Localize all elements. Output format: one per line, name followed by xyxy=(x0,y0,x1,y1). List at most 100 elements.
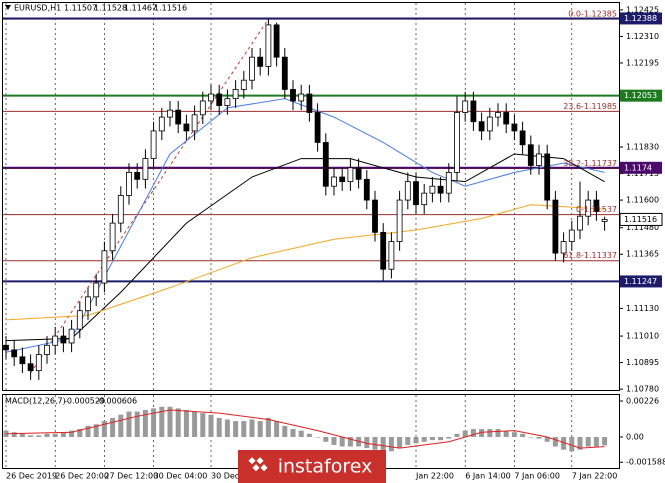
macd-bar xyxy=(200,413,206,437)
candle-body xyxy=(577,215,583,231)
y-tick-label: 1.11365 xyxy=(626,250,659,259)
y-tick-label: 1.12310 xyxy=(626,32,659,41)
x-tick-label: 26 Dec 2019 xyxy=(6,472,57,481)
level-tag-label: 1.12388 xyxy=(624,14,657,23)
watermark-icon xyxy=(248,457,268,472)
macd-bar xyxy=(274,421,280,437)
candle-body xyxy=(470,100,477,123)
fib-label: 38.2-1.11737 xyxy=(563,159,617,168)
macd-bar xyxy=(552,436,558,447)
macd-bar xyxy=(479,429,485,437)
macd-bar xyxy=(118,414,124,437)
candle-body xyxy=(429,185,436,194)
macd-bar xyxy=(528,436,534,438)
level-tag-label: 1.11247 xyxy=(624,277,657,286)
macd-bar xyxy=(36,435,42,437)
candle-body xyxy=(52,335,59,346)
candle-body xyxy=(552,199,559,254)
candle-body xyxy=(322,142,329,187)
candle-body xyxy=(437,185,444,194)
macd-bar xyxy=(413,436,419,444)
macd-value: -0.000529 xyxy=(64,397,105,406)
macd-bar xyxy=(192,411,198,437)
macd-bar xyxy=(536,436,542,439)
x-tick-label: Jan 22:00 xyxy=(415,472,454,481)
macd-bar xyxy=(110,417,116,437)
candle-body xyxy=(421,192,428,206)
candle-body xyxy=(503,112,510,125)
macd-bar xyxy=(495,429,501,437)
macd-bar xyxy=(421,436,427,442)
macd-tick-label: -0.001588 xyxy=(626,458,665,467)
candle-body xyxy=(593,199,600,212)
moving-average xyxy=(5,204,605,321)
trend-line xyxy=(30,18,269,374)
candle-body xyxy=(150,130,157,159)
candle-body xyxy=(199,100,206,116)
plot-area xyxy=(3,3,620,468)
candle-body xyxy=(281,56,288,90)
ohlc-open: 1.11507 xyxy=(64,4,97,13)
candle-body xyxy=(3,344,9,351)
level-tag xyxy=(620,89,662,102)
candle-body xyxy=(544,153,551,201)
candle-body xyxy=(339,176,346,183)
candle-body xyxy=(454,112,460,173)
ohlc-close: 1.11516 xyxy=(154,4,187,13)
candle-body xyxy=(519,130,526,146)
macd-bar xyxy=(60,432,66,437)
y-tick-label: 1.10780 xyxy=(626,385,659,394)
x-tick-label: 30 Dec 04:00 xyxy=(154,472,208,481)
ohlc-high: 1.11528 xyxy=(94,4,127,13)
macd-bar xyxy=(577,436,583,450)
macd-bar xyxy=(339,436,345,447)
macd-bar xyxy=(233,421,239,437)
price-tag-label: 1.11516 xyxy=(624,215,657,224)
chart-title: EURUSD,H1 xyxy=(14,4,61,13)
macd-bar xyxy=(561,436,567,450)
candle-body xyxy=(511,123,518,132)
candle-body xyxy=(331,176,337,187)
macd-bar xyxy=(429,436,435,441)
macd-bar xyxy=(511,432,517,437)
fib-label: 23.6-1.11985 xyxy=(563,102,617,111)
price-frame xyxy=(2,2,620,391)
macd-bar xyxy=(438,436,444,441)
macd-bar xyxy=(208,414,214,437)
candle-body xyxy=(191,114,198,132)
macd-bar xyxy=(216,417,222,437)
candle-body xyxy=(347,167,354,183)
y-tick-label: 1.11600 xyxy=(626,196,659,205)
candle-body xyxy=(560,241,567,254)
macd-signal-value: -0.000606 xyxy=(96,397,137,406)
x-tick-label: 6 Jan 14:00 xyxy=(465,472,511,481)
y-tick-label: 1.12195 xyxy=(626,58,659,67)
macd-bar xyxy=(446,436,452,439)
macd-bar xyxy=(85,425,91,437)
macd-bar xyxy=(602,436,608,446)
fib-label: 61.8-1.11337 xyxy=(563,251,617,260)
macd-bar xyxy=(11,432,17,437)
macd-bar xyxy=(503,430,509,437)
candle-body xyxy=(413,181,419,206)
macd-bar xyxy=(28,435,34,437)
macd-bar xyxy=(585,436,591,447)
macd-bar xyxy=(224,419,230,437)
price-tag xyxy=(619,212,663,226)
macd-bar xyxy=(183,409,189,437)
candle-body xyxy=(486,116,493,132)
moving-average xyxy=(5,98,605,353)
candle-body xyxy=(536,153,542,166)
macd-bar xyxy=(315,436,321,438)
macd-bar xyxy=(487,429,493,437)
macd-bar xyxy=(306,433,312,437)
macd-bar xyxy=(298,430,304,437)
macd-bar xyxy=(405,436,411,445)
macd-bar xyxy=(241,421,247,437)
candle-body xyxy=(380,231,387,270)
macd-tick-label: 0.00 xyxy=(626,432,644,441)
candle-body xyxy=(60,335,67,344)
x-tick-label: 30 Dec 20:00 xyxy=(211,472,265,481)
level-tag-label: 1.12053 xyxy=(624,91,657,100)
macd-bar xyxy=(151,408,157,437)
